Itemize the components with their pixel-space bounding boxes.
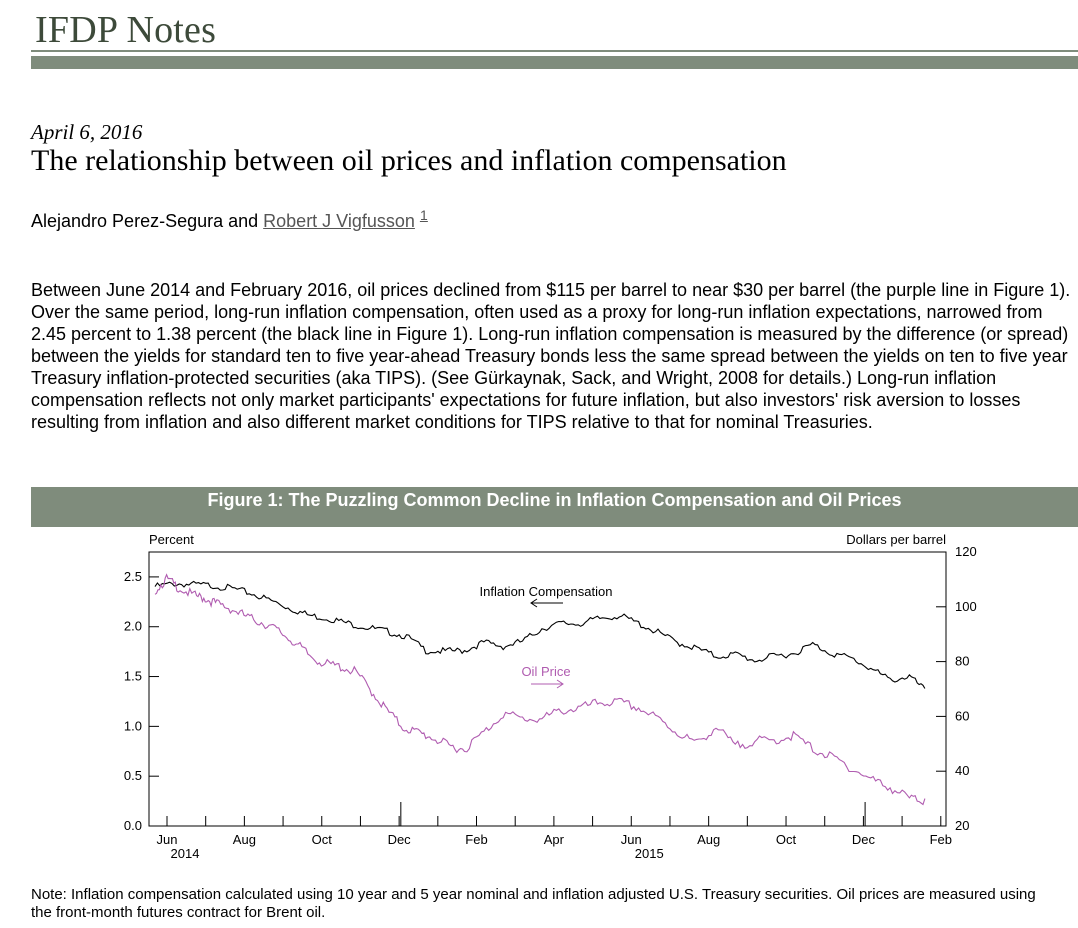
article-body: Between June 2014 and February 2016, oil… xyxy=(31,280,1071,432)
header-rule-thin xyxy=(31,50,1078,52)
right-tick-label: 60 xyxy=(955,708,969,723)
footnote-link[interactable]: 1 xyxy=(419,207,428,223)
left-tick-label: 2.5 xyxy=(124,569,142,584)
x-tick-label: Jun xyxy=(157,832,178,847)
left-tick-label: 2.0 xyxy=(124,619,142,634)
inflation-compensation-line xyxy=(154,580,926,689)
chart: Percent Dollars per barrel 0.0 0.5 1.0 1.5 2.0… xyxy=(124,532,977,861)
article-authors: Alejandro Perez-Segura and Robert J Vigf… xyxy=(31,207,428,232)
x-tick-label: Apr xyxy=(544,832,565,847)
article-title: The relationship between oil prices and … xyxy=(31,144,787,177)
annotation-inflation: Inflation Compensation xyxy=(480,584,613,599)
left-tick-label: 1.0 xyxy=(124,718,142,733)
oil-price-line xyxy=(154,573,926,806)
figure-banner: Figure 1: The Puzzling Common Decline in… xyxy=(31,487,1078,527)
annotation-oil-arrowhead xyxy=(556,679,564,689)
x-tick-label: Aug xyxy=(697,832,720,847)
x-tick-label: Oct xyxy=(776,832,797,847)
left-tick-label: 1.5 xyxy=(124,669,142,684)
figure-title: Figure 1: The Puzzling Common Decline in… xyxy=(207,490,902,510)
x-tick-label: Dec xyxy=(852,832,876,847)
x-tick-label: Oct xyxy=(312,832,333,847)
left-tick-label: 0.0 xyxy=(124,818,142,833)
x-tick-year-label: 2014 xyxy=(171,846,200,861)
right-tick-label: 20 xyxy=(955,818,969,833)
x-tick-label: Jun xyxy=(621,832,642,847)
left-tick-label: 0.5 xyxy=(124,768,142,783)
x-tick-label: Feb xyxy=(930,832,952,847)
author-link[interactable]: Robert J Vigfusson xyxy=(263,211,415,231)
right-tick-label: 80 xyxy=(955,654,969,669)
authors-prefix: Alejandro Perez-Segura and xyxy=(31,211,264,231)
header-rule-thick xyxy=(31,56,1078,69)
left-axis-label: Percent xyxy=(149,532,194,547)
article-date: April 6, 2016 xyxy=(31,120,143,144)
plot-frame xyxy=(148,551,947,827)
figure-note: Note: Inflation compensation calculated … xyxy=(31,886,1036,921)
x-tick-label: Dec xyxy=(388,832,412,847)
x-tick-label: Aug xyxy=(233,832,256,847)
right-tick-label: 100 xyxy=(955,599,977,614)
site-title: IFDP Notes xyxy=(35,9,217,51)
annotation-oil: Oil Price xyxy=(521,664,570,679)
right-tick-label: 120 xyxy=(955,544,977,559)
annotation-inflation-arrowhead xyxy=(530,598,538,608)
right-tick-label: 40 xyxy=(955,763,969,778)
right-axis-label: Dollars per barrel xyxy=(846,532,946,547)
x-tick-label: Feb xyxy=(465,832,487,847)
x-tick-year-label: 2015 xyxy=(635,846,664,861)
